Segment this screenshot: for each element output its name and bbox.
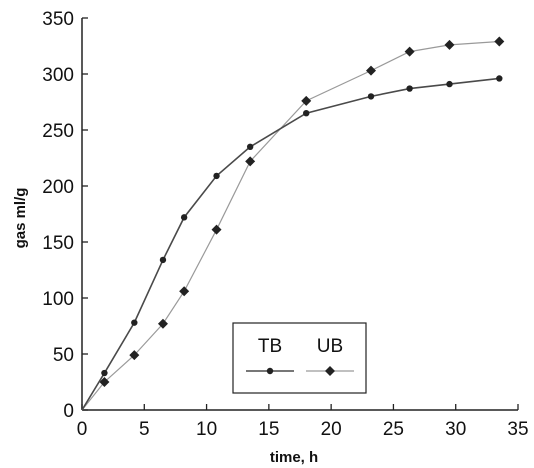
y-tick-label: 150 [42,233,74,254]
legend-marker-tb [266,367,274,375]
data-point-tb [406,85,413,92]
x-tick-label: 0 [77,419,88,440]
y-tick-label: 0 [63,401,74,422]
data-point-tb [101,369,108,377]
legend: TB UB [232,322,367,394]
data-point-ub [99,377,110,387]
data-point-ub [301,95,312,106]
data-point-ub [157,318,168,329]
data-point-tb [159,256,167,264]
y-tick-label: 250 [42,121,74,142]
data-point-tb [496,75,503,82]
data-point-tb [246,143,254,150]
data-point-tb [213,172,220,180]
data-point-ub [245,156,256,167]
series-line-ub [81,40,500,411]
legend-label-tb: TB [258,336,282,357]
x-tick-label: 20 [321,419,342,440]
data-point-tb [303,110,310,117]
data-point-tb [131,319,138,326]
data-point-tb [446,80,453,88]
y-axis-title: gas ml/g [12,188,29,249]
x-tick-label: 25 [383,419,404,440]
data-point-ub [494,36,505,47]
series-ub [81,36,505,411]
x-tick-label: 10 [196,419,217,440]
x-tick-label: 35 [507,419,528,440]
legend-marker-ub [325,366,335,376]
series-line-tb [81,77,500,411]
legend-label-ub: UB [317,336,343,357]
series-layer [81,36,505,411]
data-point-tb [367,93,375,100]
y-tick-label: 200 [42,177,74,198]
series-tb [81,75,503,411]
x-tick-label: 15 [258,419,279,440]
y-tick-label: 50 [53,345,74,366]
data-point-ub [444,39,455,50]
data-point-ub [211,224,222,235]
x-tick-label: 30 [445,419,466,440]
x-axis-title: time, h [270,449,318,466]
data-point-tb [180,214,188,221]
legend-box [232,322,367,394]
axes: 0 5 10 15 20 25 30 35050100150200250300350time,… [12,9,529,466]
x-tick-label: 5 [139,419,150,440]
y-tick-label: 350 [42,9,74,30]
data-point-ub [366,65,377,76]
y-tick-label: 100 [42,289,74,310]
data-point-ub [404,46,415,57]
data-point-ub [129,350,140,361]
y-tick-label: 300 [42,65,74,86]
data-point-ub [179,286,190,297]
